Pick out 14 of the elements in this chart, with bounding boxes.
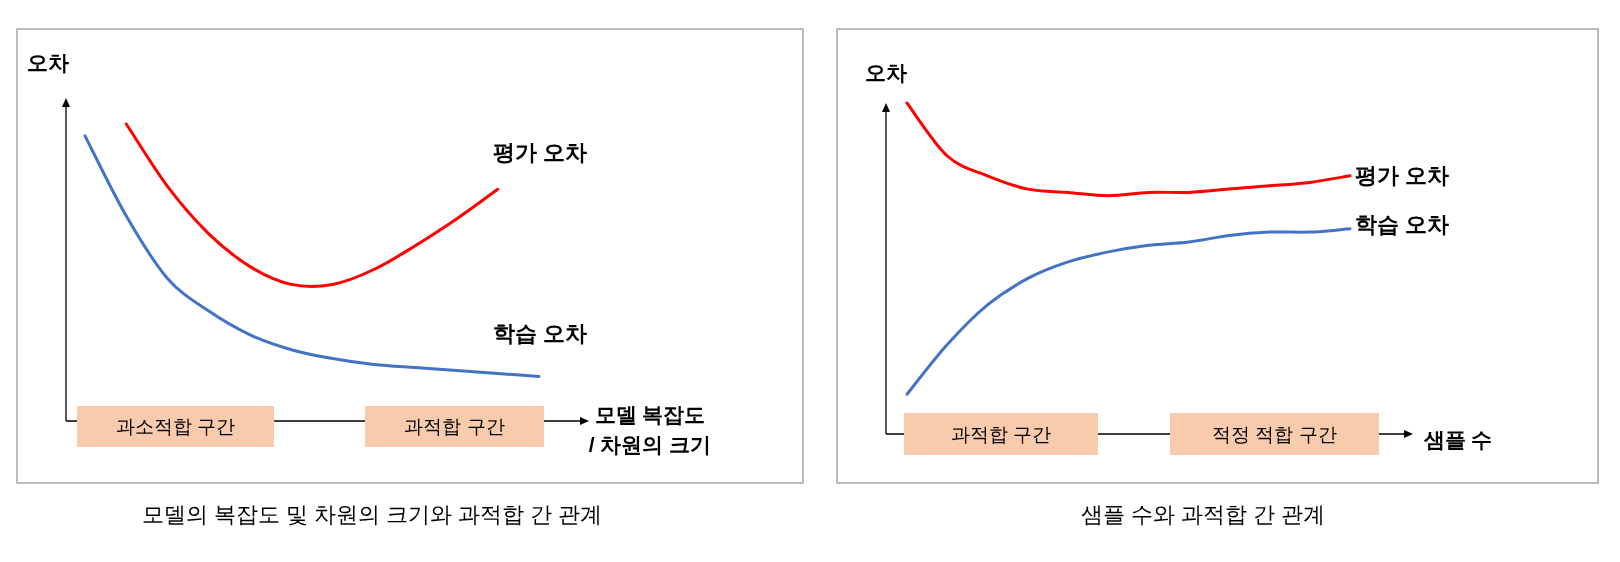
y-axis-title: 오차 (865, 61, 907, 84)
series-label: 평가 오차 (1355, 163, 1450, 188)
annotation: 과적합 구간 (404, 416, 505, 437)
x-axis-title: 샘플 수 (1422, 427, 1493, 451)
annotation: 과적합 구간 (950, 423, 1052, 445)
series-label: 평가 오차 (492, 140, 588, 165)
series-label: 학습 오차 (492, 321, 588, 346)
text: 모델의 복잡도 및 차원의 크기와 과적합 간 관계 (141, 502, 603, 527)
y-axis-title: 오차 (27, 51, 69, 74)
annotation: 과소적합 구간 (115, 416, 236, 437)
annotation: 적정 적합 구간 (1212, 423, 1337, 445)
text: 샘플 수와 과적합 간 관계 (1080, 502, 1326, 527)
series-label: 학습 오차 (1355, 212, 1450, 237)
x-axis-title: 모델 복잡도 / 차원의 크기 (588, 402, 712, 456)
